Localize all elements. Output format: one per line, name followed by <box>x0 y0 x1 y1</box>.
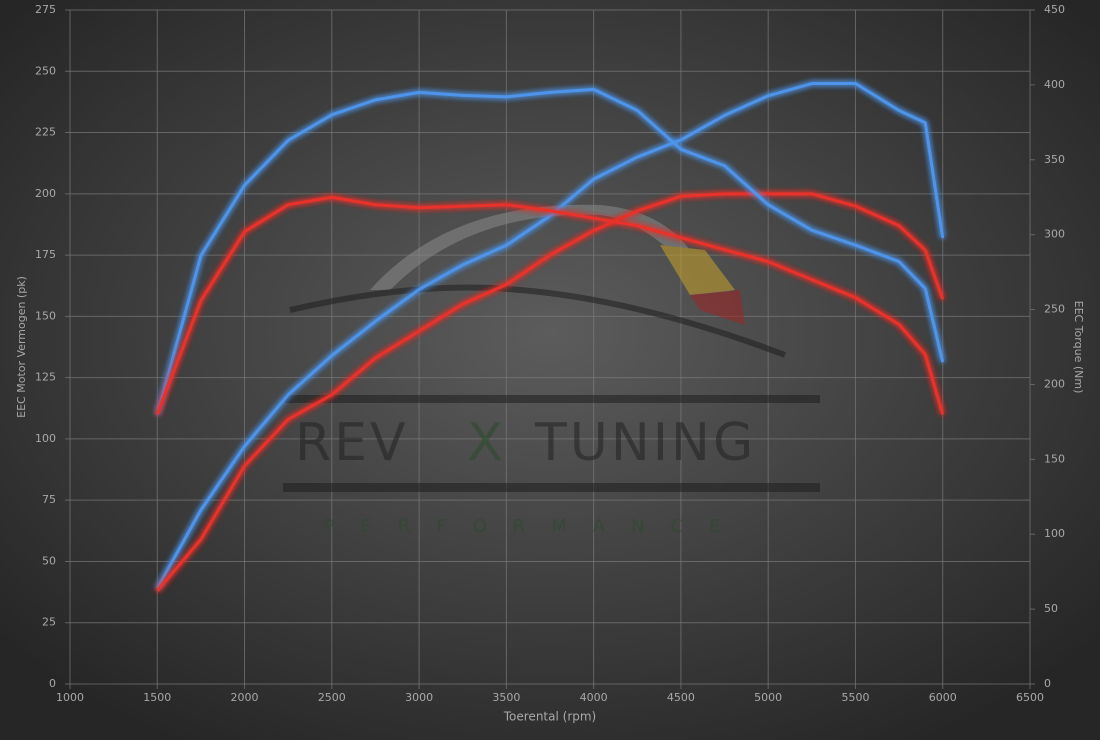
logo-car <box>289 284 787 358</box>
y2-tick-label: 0 <box>1044 677 1051 690</box>
y-tick-label: 50 <box>42 554 56 567</box>
logo-gauge-yellow <box>660 245 735 295</box>
y2-tick-label: 200 <box>1044 377 1065 390</box>
watermark: REV X TUNING PERFORMANCE <box>283 204 820 537</box>
y2-tick-label: 350 <box>1044 153 1065 166</box>
logo-gauge <box>370 204 745 325</box>
y-tick-label: 75 <box>42 493 56 506</box>
x-tick-label: 6000 <box>929 691 957 704</box>
x-tick-label: 1000 <box>56 691 84 704</box>
y-tick-label: 150 <box>35 309 56 322</box>
y2-tick-label: 300 <box>1044 228 1065 241</box>
y-tick-label: 250 <box>35 64 56 77</box>
x-tick-label: 4500 <box>667 691 695 704</box>
series-line <box>156 192 945 592</box>
y2-tick-label: 450 <box>1044 3 1065 16</box>
y-tick-label: 200 <box>35 187 56 200</box>
plot <box>155 82 945 592</box>
y-tick-label: 0 <box>49 677 56 690</box>
x-tick-label: 5500 <box>841 691 869 704</box>
y-tick-label: 225 <box>35 126 56 139</box>
x-tick-label: 2500 <box>318 691 346 704</box>
y2-tick-label: 100 <box>1044 527 1065 540</box>
logo-bar <box>285 395 820 403</box>
x-tick-label: 4000 <box>580 691 608 704</box>
logo-text: X <box>467 413 503 473</box>
y2-tick-label: 150 <box>1044 452 1065 465</box>
series-line <box>155 82 945 590</box>
series-line <box>155 87 945 415</box>
y-tick-label: 125 <box>35 371 56 384</box>
x-tick-label: 1500 <box>143 691 171 704</box>
y2-tick-label: 400 <box>1044 78 1065 91</box>
logo-gauge-red <box>690 290 745 325</box>
y-axis-label: EEC Motor Vermogen (pk) <box>15 276 28 418</box>
x-tick-label: 3000 <box>405 691 433 704</box>
x-axis-label: Toerental (rpm) <box>503 710 596 724</box>
logo-bar <box>283 483 820 492</box>
x-tick-label: 5000 <box>754 691 782 704</box>
logo-text: TUNING <box>534 413 756 473</box>
y-tick-label: 275 <box>35 3 56 16</box>
x-tick-label: 2000 <box>231 691 259 704</box>
series-line <box>155 195 945 415</box>
y2-axis-label: EEC Torque (Nm) <box>1072 301 1085 394</box>
y2-tick-label: 50 <box>1044 602 1058 615</box>
x-tick-label: 6500 <box>1016 691 1044 704</box>
x-tick-label: 3500 <box>492 691 520 704</box>
y-tick-label: 25 <box>42 616 56 629</box>
y-tick-label: 100 <box>35 432 56 445</box>
logo-subtext: PERFORMANCE <box>323 516 746 537</box>
logo-text: REV <box>295 413 409 473</box>
y-tick-label: 175 <box>35 248 56 261</box>
y2-tick-label: 250 <box>1044 303 1065 316</box>
